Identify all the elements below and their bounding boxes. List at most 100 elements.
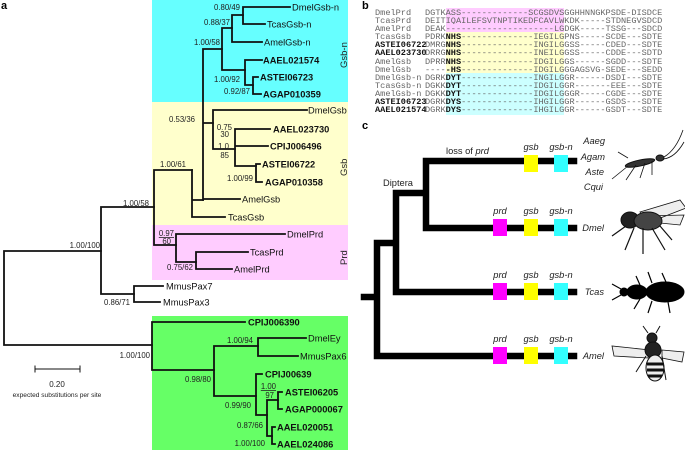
sequence: DRRGNHS--------------INEILGGSS-----CDDE-… — [425, 48, 663, 59]
leaf-label: DmelPrd — [287, 230, 323, 240]
leaf-label: AAEL021574 — [263, 56, 320, 66]
fly-icon — [611, 199, 685, 254]
support-value: 1.00/58 — [123, 199, 149, 208]
support-value: 0.88/37 — [204, 18, 230, 27]
sequence-segment: ------------------LG — [461, 24, 565, 35]
support-value: 0.75/62 — [167, 263, 193, 272]
motif-residues: NHS — [445, 40, 462, 51]
species-label: Aste — [584, 167, 604, 177]
leaf-label: AAEL020051 — [277, 423, 333, 433]
support-values: 0.80/49 0.88/37 1.00/58 1.00/92 0.92/87 … — [70, 3, 277, 448]
sequence-segment: GSS-----CDDE---SDTD — [564, 48, 663, 59]
species-label: Aaeg — [582, 136, 606, 146]
sequence-segment: --- — [445, 24, 462, 35]
gsbn-box — [554, 347, 568, 364]
bee-icon — [611, 325, 685, 382]
diptera-label: Diptera — [383, 178, 414, 188]
sequence-segment: DGRK — [425, 97, 446, 108]
species-tree — [360, 157, 578, 360]
leaf-label: ASTEI06205 — [285, 388, 338, 398]
leaf-label: CPIJ006390 — [248, 318, 300, 328]
gene-label-prd: prd — [492, 270, 507, 280]
gene-label-gsbn: gsb-n — [549, 206, 572, 216]
sequence-name: DmelGsb-n — [375, 72, 422, 83]
support-value: 0.53/36 — [169, 115, 195, 124]
gsbn-box — [554, 283, 568, 300]
leaf-label: AmelPrd — [234, 265, 270, 275]
sequence-name: AAEL023730 — [375, 48, 427, 59]
sequence-segment: -------------SCGSDVS — [461, 8, 565, 18]
support-value: 60 — [162, 237, 171, 246]
sequence-segment: GGHHNNGKPSDE-DISDCE — [564, 8, 663, 18]
motif-residues: NHS — [445, 48, 462, 59]
gsb-box — [524, 155, 538, 172]
support-value: 0.97 — [159, 229, 174, 238]
alignment-row: TcasGsb PDRKNHS--------------IEGILGPNS---… — [375, 32, 662, 43]
gene-label-prd: prd — [492, 334, 507, 344]
gsb-box — [524, 283, 538, 300]
sequence-segment: DGKK — [425, 88, 446, 99]
prd-box — [493, 347, 507, 364]
gsb-box — [524, 219, 538, 236]
sequence: DGRKDYT--------------INGILGGR------DSDI-… — [425, 72, 663, 83]
leaf-label: AGAP010358 — [265, 178, 323, 188]
leaf-label: MmusPax3 — [163, 298, 210, 308]
support-value: 30 — [220, 130, 229, 139]
motif-residues: DYT — [445, 88, 462, 99]
leaf-label: MmusPax6 — [300, 352, 347, 362]
sequence-segment: DGRK — [425, 72, 446, 83]
leaf-label: ASTEI06722 — [262, 160, 315, 170]
motif-residues: NHS — [445, 56, 462, 67]
alignment-row: AmelPrd DEAK---------------------LGDGK---… — [375, 24, 662, 35]
species-labels: Aaeg Agam Aste Cqui Dmel Tcas Amel — [580, 136, 606, 361]
support-value: 1.00/58 — [194, 38, 220, 47]
gene-label-gsbn: gsb-n — [549, 142, 572, 152]
sequence-segment: --------------IDGILG — [461, 88, 565, 99]
support-value: 1.00/92 — [214, 75, 240, 84]
sequence-segment: KDK-----STDNEGVSDCD — [564, 16, 663, 27]
support-value: 0.92/87 — [224, 87, 250, 96]
sequence-segment: DEAK — [425, 24, 446, 35]
sequence-segment: DMRG — [425, 40, 446, 51]
clade-box-gsb-n — [152, 0, 348, 102]
motif-residues: DYS — [445, 97, 462, 108]
gene-label-gsb: gsb — [524, 142, 539, 152]
sequence: DGKKDYT--------------IDGILGGR-------EEE-… — [425, 80, 662, 91]
sequence-segment: --------------INEILG — [461, 48, 565, 59]
sequence-segment: GR------DSDI---SDTE — [564, 72, 663, 83]
leaf-label: DmelGsb-n — [292, 3, 339, 13]
species-label: Amel — [582, 351, 605, 361]
sequence: DGTKASS-------------SCGSDVSGGHHNNGKPSDE-… — [425, 8, 662, 18]
leaf-label: TcasPrd — [250, 248, 284, 258]
sequence-segment: DGTK — [425, 8, 446, 18]
mosquito-icon — [611, 129, 685, 181]
loss-of-prd-label: loss of prd — [446, 146, 490, 156]
sequence-name: DmelPrd — [375, 8, 412, 18]
support-value: 1.00/99 — [227, 174, 253, 183]
scale-label: expected substitutions per site — [13, 392, 102, 399]
sequence-name: ASTEI06722 — [375, 40, 427, 51]
alignment-row: DmelGsb -----HS--------------IDGILGGGAGSV… — [375, 64, 662, 75]
sequence-segment: ASS — [445, 8, 462, 18]
leaf-label: AGAP000067 — [285, 405, 343, 415]
sequence: -----HS--------------IDGILGGGAGSVG-SEDE-… — [425, 64, 662, 75]
tree-leaves: DmelGsb-n TcasGsb-n AmelGsb-n AAEL021574… — [163, 3, 347, 450]
species-label: Tcas — [585, 287, 605, 297]
sequence-name: AmelGsb-n — [375, 88, 422, 99]
leaf-label: TcasGsb — [228, 213, 264, 223]
clade-label-gsb: Gsb — [339, 159, 350, 176]
support-value: 1.00/100 — [70, 241, 101, 250]
support-value: 97 — [265, 391, 274, 400]
beetle-icon — [611, 271, 685, 314]
clade-box-gsb — [152, 102, 348, 225]
alignment-row: AmelGsb DPRRNHS--------------IDGILGGS----… — [375, 56, 662, 67]
sequence-name: TcasGsb-n — [375, 80, 422, 91]
alignment-row: ASTEI06722DMRGNHS--------------INGILGGSS… — [375, 40, 662, 51]
sequence-name: AmelPrd — [375, 24, 412, 35]
alignment-row: AAEL023730DRRGNHS--------------INEILGGSS… — [375, 48, 663, 59]
sequence-segment: --------------IDGILG — [461, 64, 565, 75]
sequence: DPRRNHS--------------IDGILGGS------SGDD-… — [425, 56, 662, 67]
clade-label-prd: Prd — [339, 250, 350, 265]
leaf-label: AmelGsb-n — [264, 38, 311, 48]
